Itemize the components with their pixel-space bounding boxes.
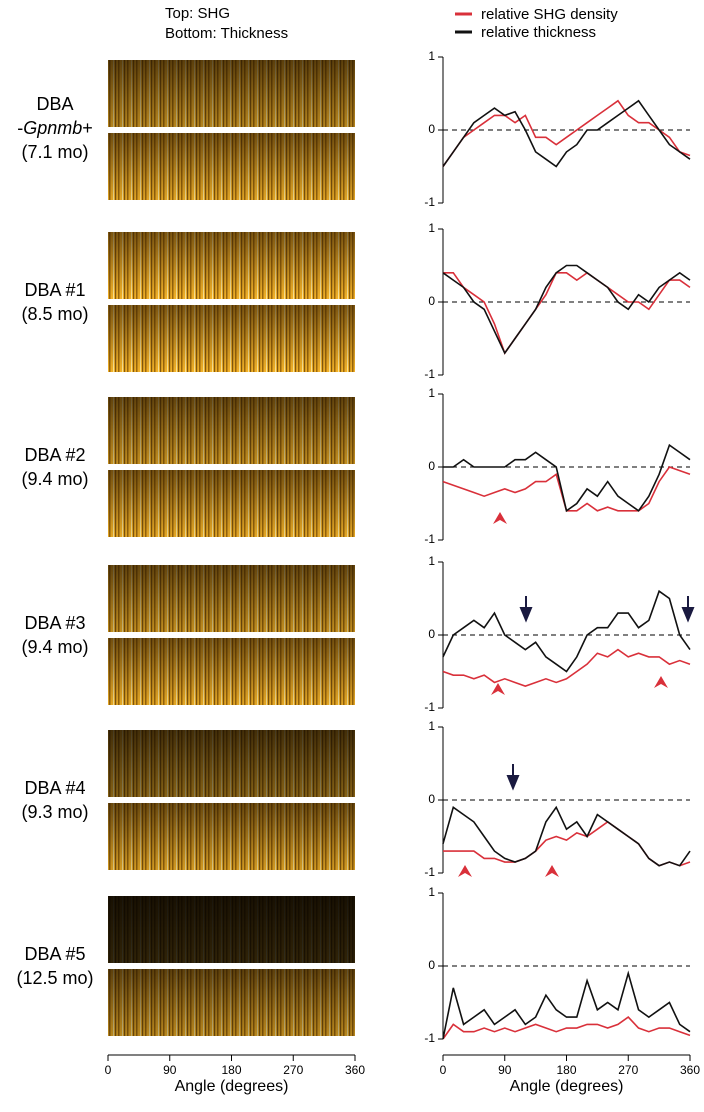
row-label: (9.3 mo) [21,802,88,822]
y-tick-label: 0 [428,294,435,308]
y-tick-label: 0 [428,122,435,136]
x-tick-label: 90 [163,1063,177,1077]
x-tick-label: 0 [440,1063,447,1077]
y-tick-label: 1 [428,719,435,733]
image-shade [108,638,355,705]
arrowhead [545,865,559,877]
row-label: DBA #1 [24,280,85,300]
image-shade [108,397,355,464]
image-shade [108,60,355,127]
y-tick-label: -1 [424,700,435,714]
genotype-part: Gpnmb [23,118,82,138]
image-shade [108,730,355,797]
header-line: Top: SHG [165,5,230,22]
arrowhead [458,865,472,877]
image-dim [108,565,355,632]
image-dim [108,803,355,870]
image-shade [108,803,355,870]
image-shade [108,565,355,632]
y-tick-label: 1 [428,386,435,400]
row-label: (9.4 mo) [21,469,88,489]
genotype-part: - [17,118,23,138]
image-dim [108,470,355,537]
row-label: DBA #3 [24,613,85,633]
y-tick-label: 0 [428,958,435,972]
x-axis-title: Angle (degrees) [175,1078,289,1095]
x-tick-label: 270 [283,1063,303,1077]
x-tick-label: 180 [556,1063,576,1077]
y-tick-label: 1 [428,885,435,899]
row-label: (8.5 mo) [21,304,88,324]
x-tick-label: 180 [221,1063,241,1077]
arrowhead [654,676,668,688]
image-shade [108,232,355,299]
arrow [506,596,695,791]
row-label: (9.4 mo) [21,637,88,657]
data-line [443,443,691,513]
image-shade [108,969,355,1036]
image-shade [108,133,355,200]
row-label: (12.5 mo) [16,968,93,988]
data-line [442,99,691,168]
data-line [442,264,691,355]
y-tick-label: -1 [424,195,435,209]
x-axis-title: Angle (degrees) [510,1078,624,1095]
y-tick-label: -1 [424,865,435,879]
x-tick-label: 270 [618,1063,638,1077]
y-tick-label: 0 [428,459,435,473]
legend-label: relative SHG density [481,6,618,23]
row-label: DBA [36,94,73,114]
image-dim [108,969,355,1036]
row-label: DBA #2 [24,445,85,465]
x-tick-label: 360 [345,1063,365,1077]
data-line [442,99,691,167]
legend-label: relative thickness [481,24,596,41]
image-dim [108,730,355,797]
image-dim [108,896,355,963]
row-label: (7.1 mo) [21,142,88,162]
genotype-part: + [82,118,93,138]
data-line [443,271,691,355]
image-dim [108,133,355,200]
y-tick-label: 1 [428,49,435,63]
annotations [458,512,695,877]
y-tick-label: 1 [428,221,435,235]
x-tick-label: 90 [498,1063,512,1077]
row-label: -Gpnmb+ [17,118,93,138]
image-dim [108,397,355,464]
y-tick-label: -1 [424,532,435,546]
x-tick-label: 0 [105,1063,112,1077]
header-line: Bottom: Thickness [165,25,288,42]
image-shade [108,470,355,537]
y-tick-label: 0 [428,627,435,641]
data-line [442,648,691,687]
y-tick-label: 1 [428,554,435,568]
data-line [442,970,691,1040]
x-tick-label: 360 [680,1063,700,1077]
image-dim [108,60,355,127]
arrowhead [491,683,505,695]
arrowhead [493,512,507,524]
y-tick-label: -1 [424,367,435,381]
row-label: DBA #4 [24,778,85,798]
row-label: DBA #5 [24,944,85,964]
data-line [442,805,691,867]
image-shade [108,305,355,372]
data-line [442,1016,691,1040]
image-dim [108,638,355,705]
y-tick-label: 0 [428,792,435,806]
data-line [442,589,691,673]
y-tick-label: -1 [424,1031,435,1045]
